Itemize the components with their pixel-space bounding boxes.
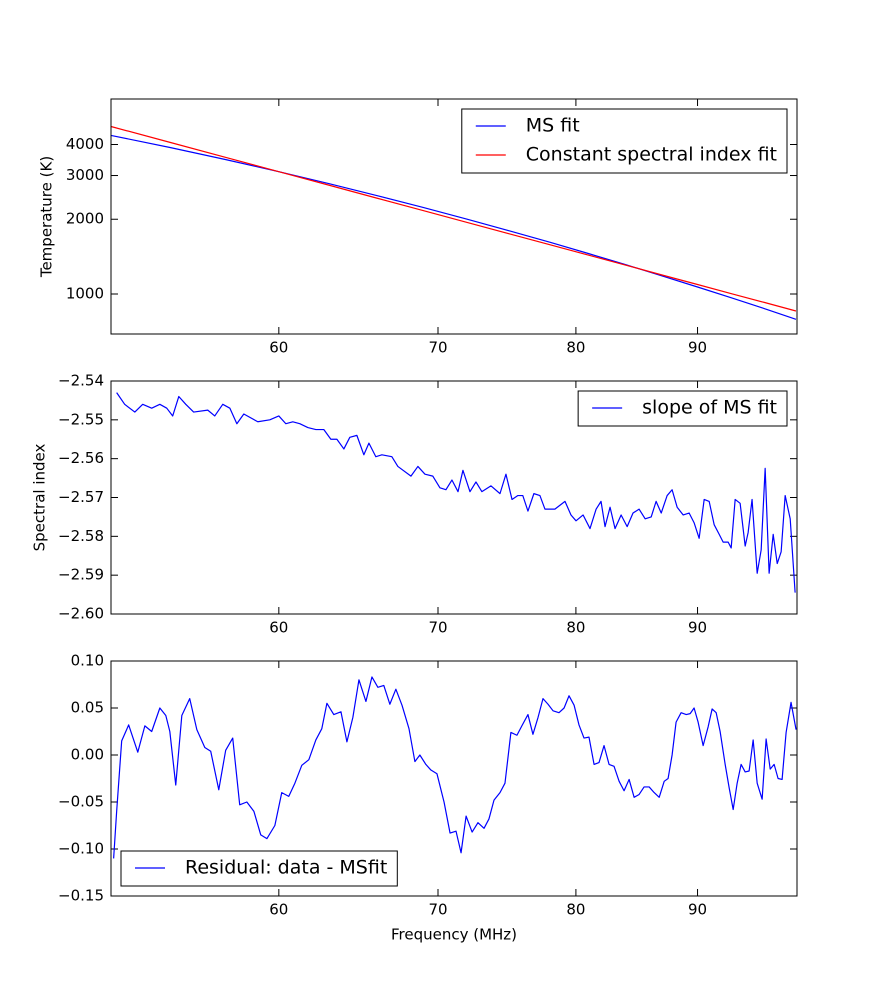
legend-label: Residual: data - MSfit: [185, 857, 387, 879]
y-axis-label: Spectral index: [31, 444, 49, 552]
series-line: [116, 392, 796, 593]
y-tick-label: −2.55: [58, 410, 104, 428]
x-tick-label: 70: [428, 901, 447, 919]
y-tick-label: −2.56: [58, 449, 104, 467]
x-tick-label: 90: [688, 901, 707, 919]
panel: 60 70 80 90 1000 2000 3000 4000 Temperature (K): [38, 98, 798, 357]
legend: Residual: data - MSfit: [120, 850, 398, 887]
y-axis-label: Temperature (K): [38, 156, 56, 278]
panel: 60 70 80 90 −0.15 −0.10 −0.05 0.00 0.05 0.10 Frequ…: [58, 652, 798, 944]
legend-label: MS fit: [526, 115, 580, 137]
legend-label: Constant spectral index fit: [526, 144, 777, 166]
x-tick-label: 70: [428, 619, 447, 637]
plot-frame: [110, 98, 798, 335]
y-tick-label: −0.10: [58, 840, 104, 858]
x-tick-label: 60: [269, 339, 288, 357]
y-tick-label: −0.05: [58, 793, 104, 811]
plot-frame: [110, 660, 798, 897]
x-tick-label: 80: [566, 339, 585, 357]
y-tick-label: −2.57: [58, 488, 104, 506]
y-tick-label: 4000: [66, 135, 104, 153]
y-tick-label: −2.58: [58, 527, 104, 545]
series-line: [113, 676, 797, 859]
y-tick-label: 0.05: [71, 699, 104, 717]
x-tick-label: 60: [269, 619, 288, 637]
y-tick-label: 0.00: [71, 746, 104, 764]
legend: slope of MS fit: [577, 390, 788, 427]
x-tick-label: 80: [566, 901, 585, 919]
legend-box: [461, 108, 788, 174]
y-tick-label: 3000: [66, 166, 104, 184]
x-tick-label: 60: [269, 901, 288, 919]
legend-box: [577, 390, 788, 427]
y-tick-label: 0.10: [71, 652, 104, 670]
y-tick-label: −0.15: [58, 887, 104, 905]
y-tick-label: −2.59: [58, 566, 104, 584]
series-line: [110, 134, 797, 320]
y-tick-label: −2.54: [58, 372, 104, 390]
x-tick-label: 70: [428, 339, 447, 357]
legend-label: slope of MS fit: [642, 397, 777, 419]
series-line: [110, 125, 797, 312]
panel: 60 70 80 90 −2.60 −2.59 −2.58 −2.57 −2.56 −2.55 −2…: [31, 372, 798, 637]
x-tick-label: 80: [566, 619, 585, 637]
y-tick-label: −2.60: [58, 605, 104, 623]
x-tick-label: 90: [688, 619, 707, 637]
y-tick-label: 2000: [66, 210, 104, 228]
legend-box: [120, 850, 398, 887]
x-tick-label: 90: [688, 339, 707, 357]
plot-frame: [110, 380, 798, 615]
x-axis-label: Frequency (MHz): [391, 926, 517, 944]
y-tick-label: 1000: [66, 284, 104, 302]
legend: MS fit Constant spectral index fit: [461, 108, 788, 174]
